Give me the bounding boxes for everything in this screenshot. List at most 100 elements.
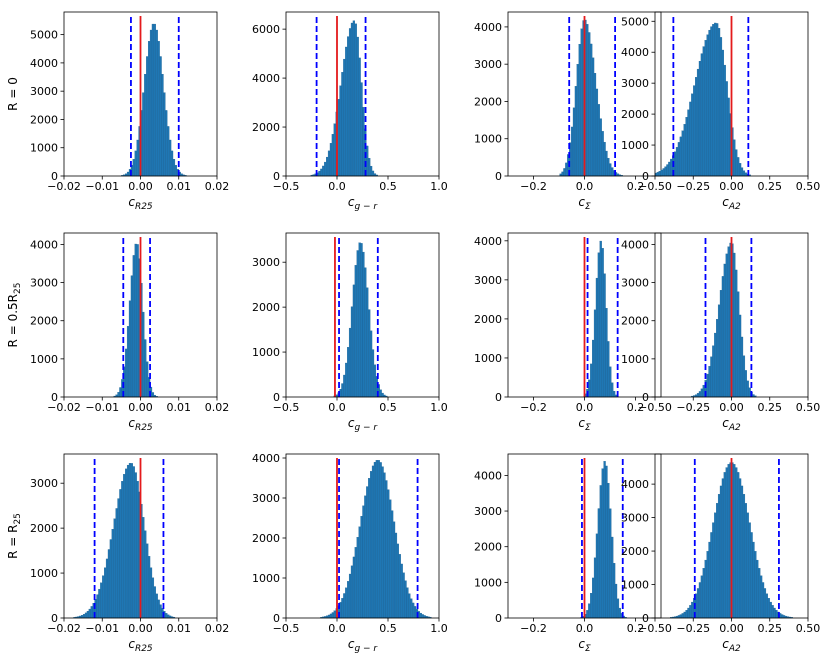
histogram-bar — [109, 539, 112, 619]
x-tick-label: −0.2 — [520, 622, 547, 635]
histogram-bar — [740, 167, 744, 177]
y-tick-label: 0 — [642, 391, 649, 404]
x-tick-label: 0.5 — [379, 401, 397, 414]
y-tick-label: 1000 — [30, 142, 58, 155]
histogram-bar — [595, 277, 599, 398]
histogram-bar — [125, 348, 128, 398]
histogram-bar — [698, 391, 702, 398]
histogram-bar — [348, 28, 352, 177]
x-tick-label: 1.0 — [430, 180, 448, 193]
histogram-bar — [339, 85, 342, 177]
histogram-bar — [356, 36, 359, 177]
row-label: R = R25 — [6, 513, 23, 559]
histogram-bar — [392, 521, 396, 619]
histogram-bar — [687, 607, 690, 619]
histogram-bar — [90, 606, 93, 619]
histogram-bar — [603, 273, 606, 398]
histogram-bar — [605, 150, 608, 177]
histogram-bar — [616, 598, 620, 619]
x-tick-label: 0.01 — [167, 401, 192, 414]
histogram-bar — [614, 583, 618, 619]
histogram-bar — [360, 243, 363, 398]
histogram-bar — [117, 392, 120, 398]
histogram-bar — [670, 158, 673, 177]
histogram-bar — [727, 246, 730, 398]
x-tick-label: −0.5 — [273, 401, 300, 414]
histogram-bar — [128, 300, 132, 398]
histogram-bar — [599, 240, 602, 398]
y-tick-label: 0 — [273, 391, 280, 404]
histogram-bar — [706, 373, 709, 398]
histogram-bar — [360, 82, 363, 177]
histogram-bar — [693, 85, 696, 177]
histogram-bar — [132, 466, 135, 619]
histogram-bar — [151, 577, 155, 619]
histogram-bar — [354, 265, 357, 398]
histogram-bar — [708, 541, 711, 619]
y-tick-label: 1000 — [621, 579, 649, 592]
histogram-bar — [681, 130, 684, 177]
histogram-bar — [350, 565, 354, 619]
panel-r2-c1: −0.5 0.0 0.5 1.0 0 1000 2000 3000 4000 cg − r — [252, 452, 448, 654]
histogram-bar — [737, 472, 740, 619]
histogram-bar — [756, 559, 759, 619]
histogram-bar — [656, 172, 659, 177]
histogram-bar — [134, 243, 137, 398]
histogram-bar — [700, 388, 703, 398]
x-axis-label: cΣ — [578, 416, 591, 433]
x-axis-label: cA2 — [722, 637, 741, 654]
histogram-bar — [410, 598, 413, 619]
histogram-bar — [327, 614, 331, 619]
x-tick-label: 0.02 — [205, 180, 230, 193]
histogram-bar — [419, 612, 422, 619]
x-tick-label: 0.0 — [576, 401, 594, 414]
x-tick-label: 0.0 — [328, 401, 346, 414]
y-tick-label: 1000 — [252, 346, 280, 359]
x-tick-label: 1.0 — [430, 622, 448, 635]
y-tick-label: 5000 — [621, 15, 649, 28]
histogram-bar — [132, 255, 135, 398]
histogram-bar — [744, 370, 747, 398]
histogram-bar — [142, 311, 145, 398]
x-tick-label: 0.01 — [167, 180, 192, 193]
histogram-bar — [746, 512, 749, 619]
histogram-bar — [683, 611, 686, 619]
x-tick-label: −0.01 — [85, 401, 119, 414]
y-tick-label: 0 — [495, 612, 502, 625]
histogram-bar — [358, 526, 361, 619]
histogram-bar — [104, 567, 107, 619]
x-tick-label: −0.50 — [638, 401, 672, 414]
histogram-bar — [609, 163, 612, 177]
x-tick-label: −0.01 — [85, 622, 119, 635]
x-tick-label: −0.5 — [273, 180, 300, 193]
histogram-bar — [343, 374, 346, 398]
histogram-bar — [744, 172, 747, 177]
y-tick-label: 4000 — [474, 21, 502, 34]
y-tick-label: 4000 — [621, 238, 649, 251]
y-tick-label: 5000 — [30, 29, 58, 42]
histogram-bar — [735, 467, 738, 619]
histogram-bar — [100, 582, 103, 619]
histogram-bar — [750, 532, 753, 619]
x-tick-label: 0.00 — [128, 401, 153, 414]
panel-r0-c1: −0.5 0.0 0.5 1.0 0 2000 4000 6000 cg − r — [252, 11, 448, 212]
histogram-bar — [167, 126, 170, 177]
y-tick-label: 4000 — [30, 57, 58, 70]
histogram-bar — [742, 355, 746, 398]
histogram-bar — [113, 518, 116, 619]
histogram-bar — [725, 253, 728, 398]
histogram-bar — [366, 145, 369, 177]
histogram-bar — [739, 478, 742, 619]
y-tick-label: 1000 — [474, 352, 502, 365]
histogram-bar — [597, 508, 600, 619]
histogram-bar — [170, 150, 174, 177]
histogram-bar — [723, 472, 726, 619]
histogram-bar — [689, 605, 692, 619]
histogram-bar — [698, 61, 702, 177]
histogram-bar — [343, 58, 346, 177]
histogram-bar — [123, 474, 126, 619]
histogram-bar — [402, 572, 405, 619]
histogram-bar — [702, 384, 705, 398]
histogram-bar — [320, 168, 323, 177]
histogram-bar — [721, 478, 725, 619]
